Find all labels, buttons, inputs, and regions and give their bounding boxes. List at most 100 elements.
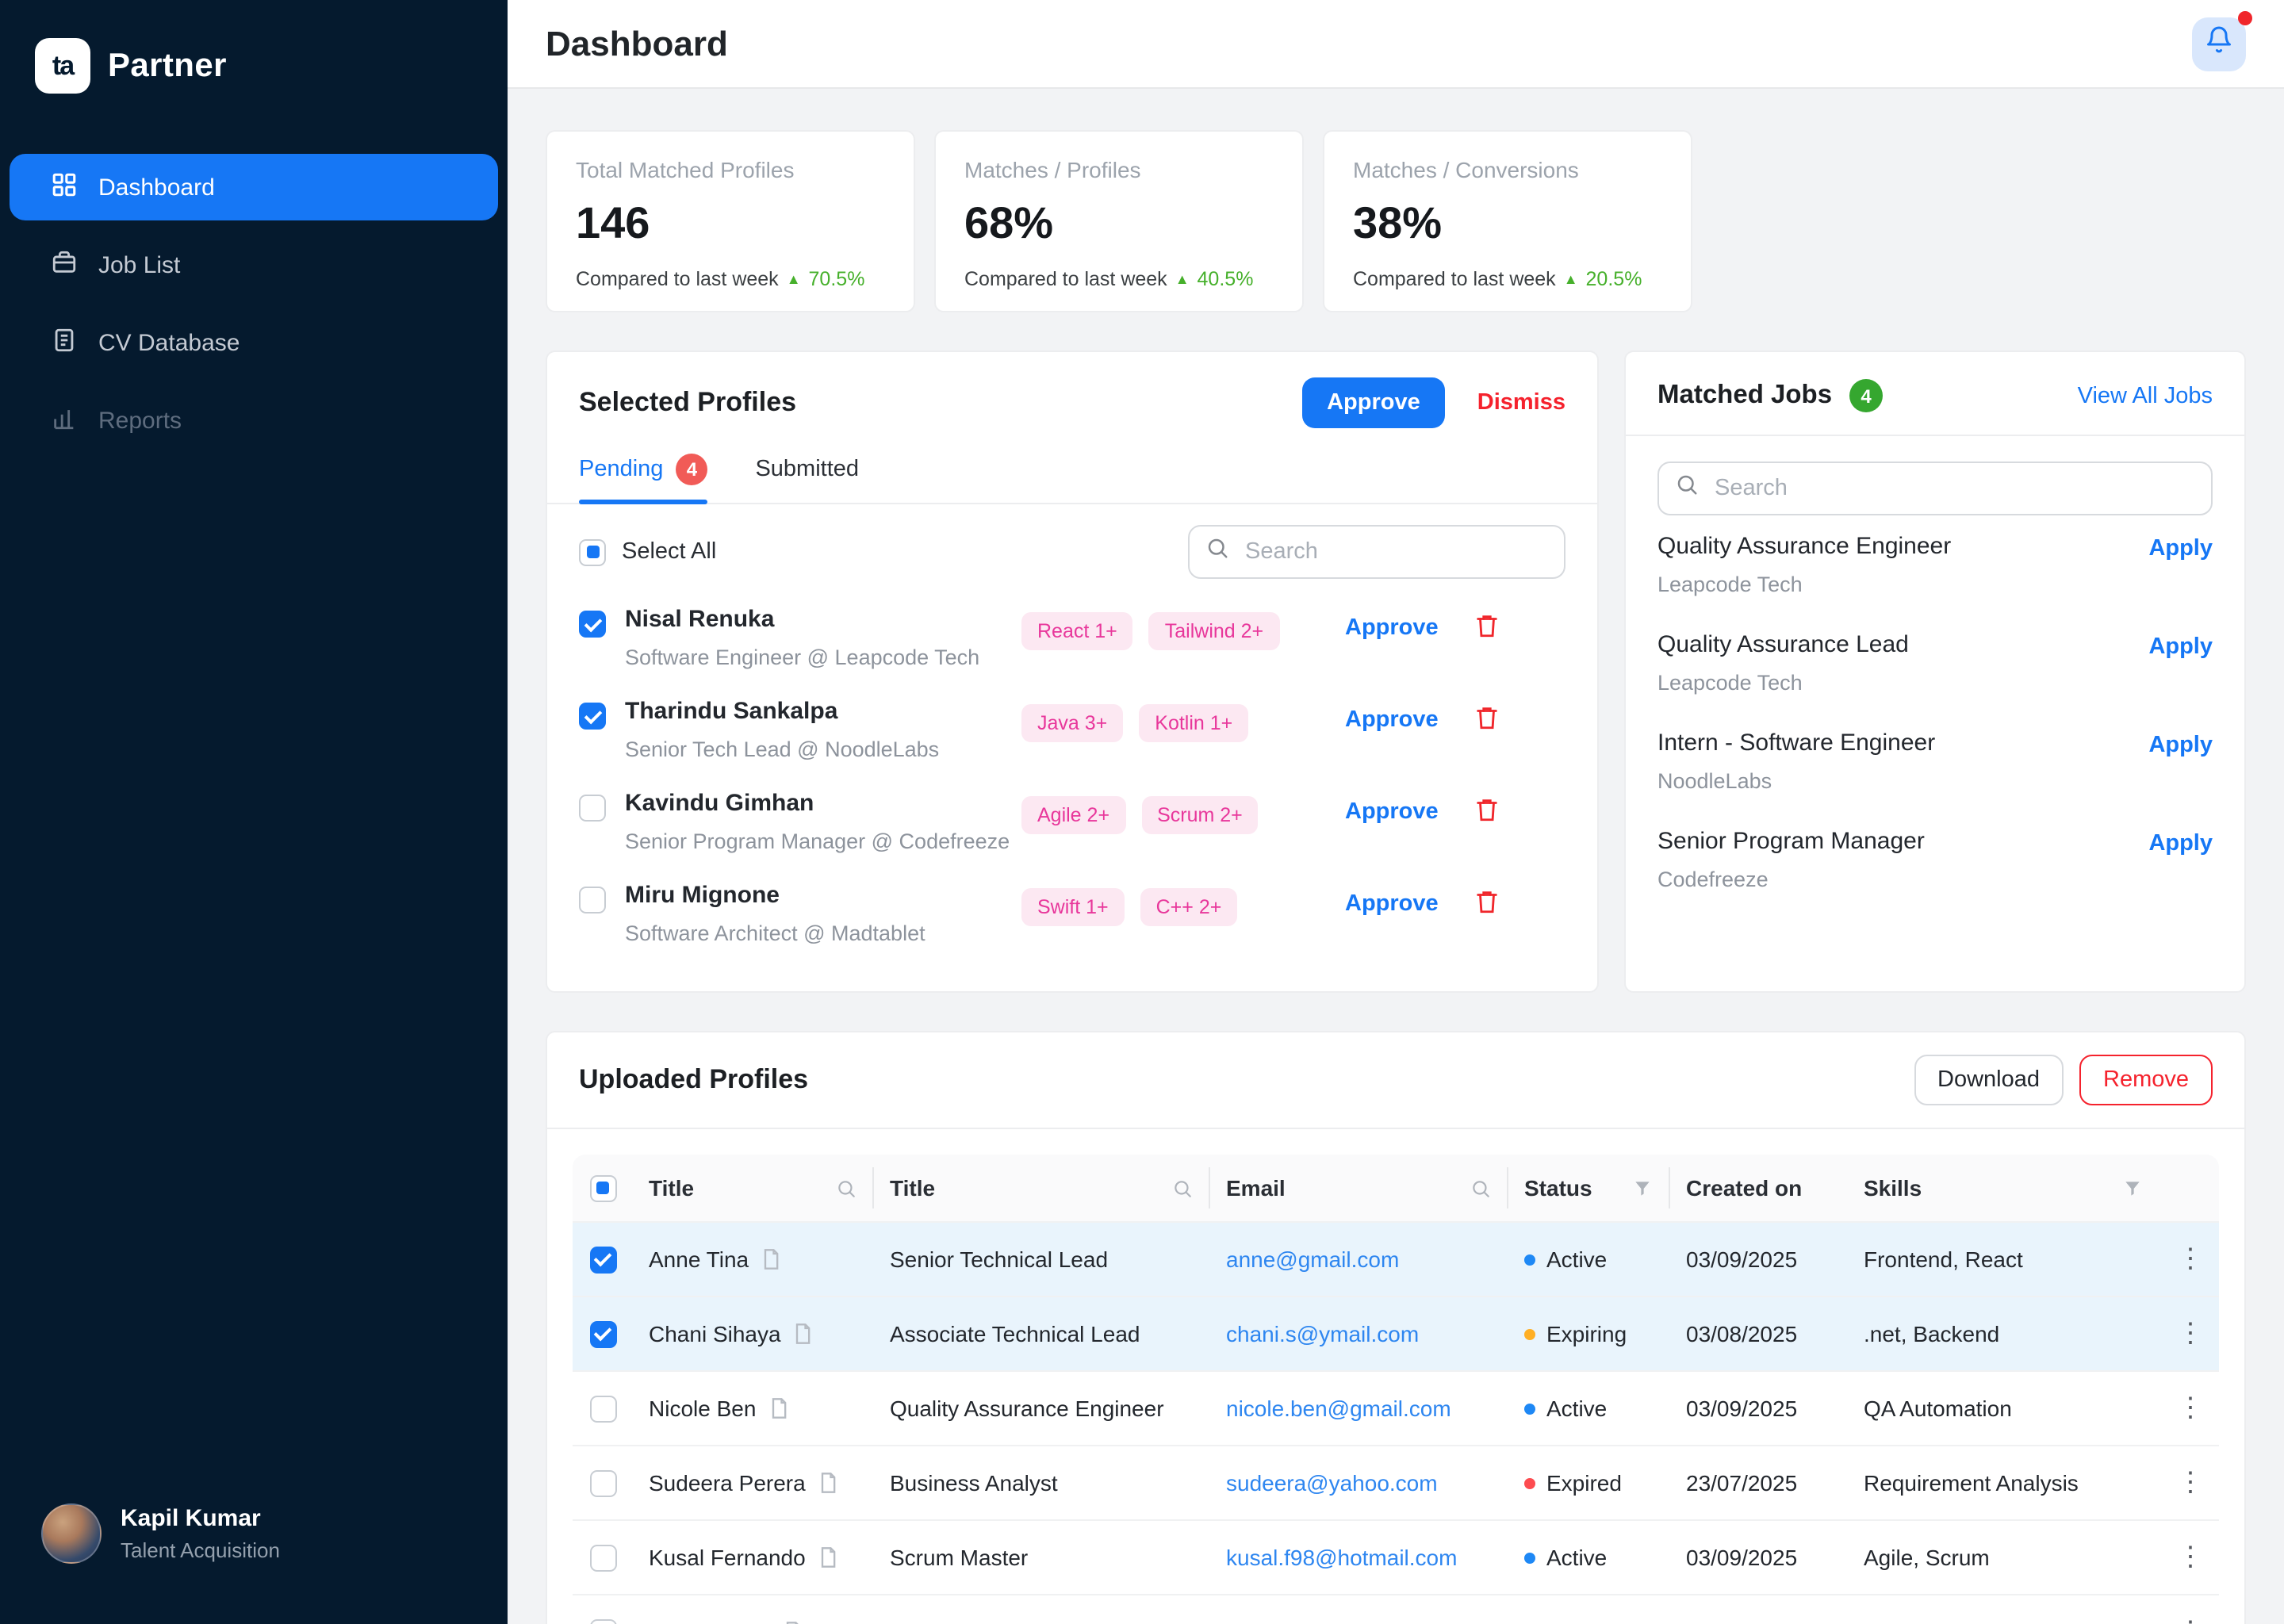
search-icon[interactable] (1172, 1178, 1193, 1199)
profile-checkbox[interactable] (579, 795, 606, 822)
stat-card-matches-profiles: Matches / Profiles 68% Compared to last … (934, 130, 1304, 313)
skill-tag: C++ 2+ (1140, 888, 1238, 927)
table-select-all-checkbox[interactable] (589, 1174, 616, 1202)
row-menu-button[interactable]: ⋮ (2177, 1542, 2204, 1572)
stat-delta: 70.5% (808, 268, 865, 291)
profile-name: Nisal Renuka (625, 606, 775, 634)
jobs-search-input[interactable] (1711, 474, 2195, 504)
trash-icon (1473, 800, 1500, 829)
cell-title: Senior Technical Lead (890, 1247, 1109, 1273)
cell-email-link[interactable]: sudeera@yahoo.com (1226, 1470, 1438, 1496)
row-checkbox[interactable] (589, 1544, 616, 1572)
stat-compare-label: Compared to last week (576, 268, 779, 291)
dismiss-button[interactable]: Dismiss (1477, 390, 1565, 416)
profiles-search-input[interactable] (1242, 538, 1548, 567)
cell-created: 03/09/2025 (1686, 1620, 1797, 1624)
file-icon (792, 1323, 814, 1346)
cell-title: Scrum Master (890, 1545, 1029, 1571)
search-icon[interactable] (1470, 1178, 1491, 1199)
profile-subtitle: Software Architect @ Madtablet (625, 921, 925, 946)
sidebar-item-reports[interactable]: Reports (10, 387, 498, 454)
cell-email-link[interactable]: nicole.ben@gmail.com (1226, 1396, 1451, 1422)
filter-icon[interactable] (1632, 1178, 1653, 1199)
filter-icon[interactable] (2122, 1178, 2143, 1199)
sidebar-item-job-list[interactable]: Job List (10, 232, 498, 298)
view-all-jobs-link[interactable]: View All Jobs (2077, 383, 2213, 409)
apply-link[interactable]: Apply (2148, 634, 2213, 661)
column-header-email: Email (1226, 1175, 1286, 1201)
row-approve-link[interactable]: Approve (1345, 799, 1439, 825)
approve-button[interactable]: Approve (1301, 377, 1446, 429)
table-header: Title Title Email Status Created on Skil… (573, 1155, 2219, 1222)
briefcase-icon (51, 248, 78, 282)
row-approve-link[interactable]: Approve (1345, 615, 1439, 642)
cell-created: 23/07/2025 (1686, 1470, 1798, 1496)
cell-title: Associate Technical Lead (890, 1321, 1140, 1347)
apply-link[interactable]: Apply (2148, 733, 2213, 759)
tab-label: Submitted (755, 457, 860, 483)
delete-button[interactable] (1473, 705, 1500, 737)
row-menu-button[interactable]: ⋮ (2177, 1467, 2204, 1498)
search-icon[interactable] (836, 1178, 856, 1199)
sidebar-item-dashboard[interactable]: Dashboard (10, 154, 498, 220)
cell-skills: Requirement Analysis (1864, 1470, 2079, 1496)
trash-icon (1473, 892, 1500, 921)
job-item: Intern - Software Engineer NoodleLabs Ap… (1657, 713, 2213, 811)
delete-button[interactable] (1473, 889, 1500, 921)
cell-email-link[interactable]: wallenj@rocketmail.com (1226, 1620, 1466, 1624)
cell-email-link[interactable]: chani.s@ymail.com (1226, 1321, 1420, 1347)
profile-checkbox[interactable] (579, 887, 606, 914)
row-checkbox[interactable] (589, 1469, 616, 1497)
stat-label: Total Matched Profiles (576, 157, 795, 183)
profile-row: Tharindu Sankalpa Senior Tech Lead @ Noo… (547, 686, 1597, 778)
column-header-status: Status (1524, 1175, 1592, 1201)
cell-title: Business Analyst (890, 1470, 1058, 1496)
tab-pending[interactable]: Pending 4 (579, 454, 708, 505)
user-name: Kapil Kumar (121, 1505, 261, 1532)
row-approve-link[interactable]: Approve (1345, 891, 1439, 917)
tab-submitted[interactable]: Submitted (755, 454, 859, 504)
table-row: Nicole Ben Quality Assurance Engineer ni… (573, 1370, 2219, 1446)
delete-button[interactable] (1473, 797, 1500, 829)
job-company: Leapcode Tech (1657, 671, 1803, 695)
row-menu-button[interactable]: ⋮ (2175, 1617, 2206, 1624)
profile-row: Nisal Renuka Software Engineer @ Leapcod… (547, 594, 1597, 686)
row-checkbox[interactable] (589, 1320, 616, 1348)
selected-profiles-tabs: Pending 4 Submitted (547, 454, 1597, 505)
stat-compare-label: Compared to last week (1353, 268, 1556, 291)
row-checkbox[interactable] (589, 1395, 616, 1423)
select-all-label: Select All (622, 539, 717, 565)
row-menu-button[interactable]: ⋮ (2177, 1392, 2204, 1423)
cell-title: Quality Assurance Engineer (890, 1396, 1164, 1422)
page-title: Dashboard (546, 23, 728, 63)
notifications-button[interactable] (2192, 10, 2252, 71)
profile-checkbox[interactable] (579, 703, 606, 730)
apply-link[interactable]: Apply (2148, 831, 2213, 857)
sidebar-item-cv-database[interactable]: CV Database (10, 309, 498, 376)
sidebar-user[interactable]: Kapil Kumar Talent Acquisition (0, 1472, 508, 1624)
notification-dot (2238, 10, 2252, 25)
search-icon (1205, 537, 1229, 569)
profiles-search (1188, 525, 1565, 580)
row-menu-button[interactable]: ⋮ (2177, 1243, 2204, 1274)
cell-email-link[interactable]: kusal.f98@hotmail.com (1226, 1545, 1458, 1571)
row-menu-button[interactable]: ⋮ (2177, 1318, 2204, 1349)
delete-button[interactable] (1473, 613, 1500, 645)
row-checkbox[interactable] (589, 1618, 616, 1624)
skill-tag: Java 3+ (1021, 704, 1124, 743)
sidebar-item-label: Reports (98, 407, 182, 434)
remove-button[interactable]: Remove (2079, 1055, 2213, 1106)
skill-tag: Swift 1+ (1021, 888, 1125, 927)
stat-value: 146 (576, 198, 650, 248)
status-badge: Active (1546, 1396, 1608, 1422)
download-button[interactable]: Download (1914, 1055, 2064, 1106)
profile-checkbox[interactable] (579, 611, 606, 638)
stats-row: Total Matched Profiles 146 Compared to l… (546, 130, 2246, 313)
apply-link[interactable]: Apply (2148, 536, 2213, 562)
job-item: Senior Program Manager Codefreeze Apply (1657, 811, 2213, 910)
row-checkbox[interactable] (589, 1246, 616, 1274)
cell-email-link[interactable]: anne@gmail.com (1226, 1247, 1400, 1273)
select-all-checkbox[interactable] (579, 538, 606, 566)
row-approve-link[interactable]: Approve (1345, 707, 1439, 733)
